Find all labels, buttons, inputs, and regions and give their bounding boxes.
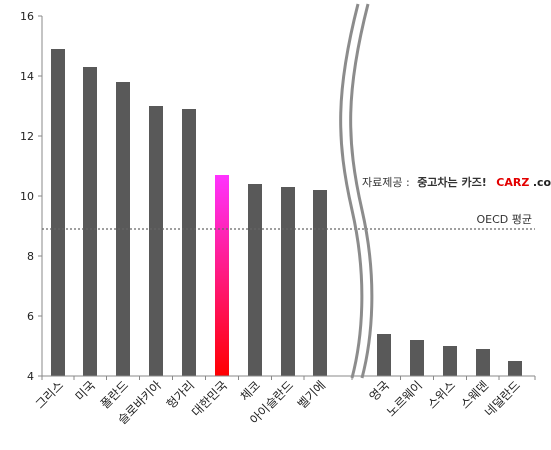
y-tick-label: 16 — [20, 10, 34, 23]
bar-스웨덴 — [476, 349, 490, 376]
category-label: 미국 — [73, 378, 99, 404]
bar-그리스 — [51, 49, 65, 376]
data-credit: 자료제공 : 중고차는 카즈! CARZ .co.kr — [362, 175, 551, 189]
bar-벨기에 — [313, 190, 327, 376]
y-tick-label: 8 — [27, 250, 34, 263]
reference-line-group: OECD 평균 — [42, 213, 535, 230]
y-tick-label: 4 — [27, 370, 34, 383]
credit-source: 중고차는 카즈! — [417, 175, 487, 189]
bar-노르웨이 — [410, 340, 424, 376]
category-label: 체코 — [238, 378, 264, 404]
credit-brand-main: CARZ — [496, 176, 529, 189]
bar-슬로바키아 — [149, 106, 163, 376]
oecd-average-label: OECD 평균 — [477, 213, 533, 226]
credit-brand-suffix: .co.kr — [533, 176, 551, 189]
axis-break-marker — [339, 3, 374, 379]
axis-break-line-left — [339, 3, 364, 379]
category-label: 벨기에 — [295, 378, 328, 411]
bar-헝가리 — [182, 109, 196, 376]
category-label: 그리스 — [33, 378, 66, 411]
bar-미국 — [83, 67, 97, 376]
bar-아이슬란드 — [281, 187, 295, 376]
category-label: 노르웨이 — [384, 378, 425, 419]
svg-text:자료제공 : 중고차는 카즈! CA: 자료제공 : 중고차는 카즈! CARZ .co.kr — [362, 175, 551, 189]
axes-group: 4 6 8 10 12 14 16 — [20, 10, 536, 383]
category-label: 네덜란드 — [482, 378, 523, 419]
bar-영국 — [377, 334, 391, 376]
bar-네덜란드 — [508, 361, 522, 376]
bar-체코 — [248, 184, 262, 376]
y-tick-label: 12 — [20, 130, 34, 143]
bar-스위스 — [443, 346, 457, 376]
y-tick-label: 6 — [27, 310, 34, 323]
y-tick-label: 14 — [20, 70, 34, 83]
bar-대한민국 — [215, 175, 229, 376]
credit-prefix: 자료제공 : — [362, 176, 410, 189]
bars-group — [51, 49, 522, 376]
axis-break-line-right — [349, 3, 374, 379]
category-label: 영국 — [367, 378, 393, 404]
category-label: 대한민국 — [189, 378, 230, 419]
y-tick-label: 10 — [20, 190, 34, 203]
category-label: 스위스 — [425, 378, 458, 411]
